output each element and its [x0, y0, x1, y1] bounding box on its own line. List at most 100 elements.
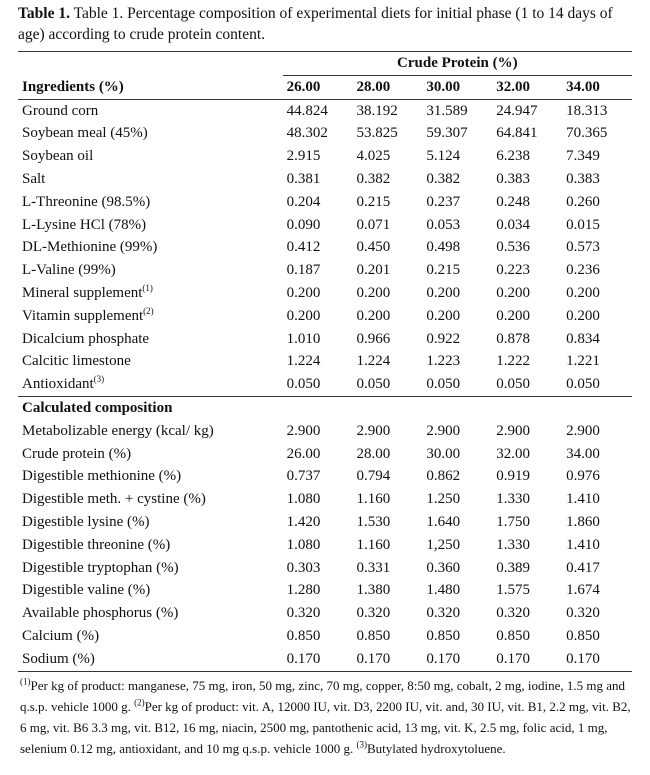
level-header: 26.00 [282, 75, 353, 100]
value-cell: 0.053 [426, 216, 461, 233]
row-name: Metabolizable energy (kcal/ kg) [22, 422, 214, 439]
value-cell: 18.313 [566, 102, 608, 119]
row-name: Digestible valine (%) [22, 582, 151, 599]
value-cell: 1.330 [496, 491, 530, 508]
row-name: Vitamin supplement [22, 307, 144, 324]
footnote-marker: (1) [142, 282, 153, 293]
value-cell: 0.050 [356, 376, 391, 393]
table-row: Mineral supplement(1) 0.200 0.200 0.200 0.20… [18, 282, 632, 305]
value-cell: 1.080 [286, 536, 321, 553]
value-cell: 1.530 [356, 513, 391, 530]
footnote-marker: (2) [143, 305, 154, 316]
ingredients-header: Ingredients (%) [18, 75, 283, 100]
value-cell: 64.841 [496, 125, 538, 142]
table-row: Antioxidant(3) 0.050 0.050 0.050 0.050 0.050 [18, 373, 632, 396]
table-row: Digestible lysine (%) 1.420 1.530 1.640 1.75… [18, 511, 632, 534]
value-cell: 0.303 [286, 559, 321, 576]
table-row: L-Lysine HCl (78%) 0.090 0.071 0.053 0.034 0.… [18, 214, 632, 237]
value-cell: 0.236 [566, 262, 600, 279]
value-cell: 0.071 [356, 216, 391, 233]
row-name: Antioxidant [22, 376, 94, 393]
value-cell: 1.160 [356, 536, 391, 553]
table-row: Ground corn 44.824 38.192 31.589 24.947 18.31… [18, 99, 632, 122]
value-cell: 0.248 [496, 193, 530, 210]
value-cell: 0.050 [286, 376, 321, 393]
value-cell: 0.382 [356, 170, 391, 187]
value-cell: 1.223 [426, 353, 461, 370]
value-cell: 2.915 [286, 148, 321, 165]
value-cell: 0.331 [356, 559, 391, 576]
table-row: Digestible threonine (%) 1.080 1.160 1,250 1… [18, 534, 632, 557]
value-cell: 6.238 [496, 148, 530, 165]
footnote-marker: (3) [356, 739, 368, 750]
table-row: Digestible tryptophan (%) 0.303 0.331 0.360… [18, 557, 632, 580]
value-cell: 0.170 [492, 647, 563, 672]
level-header: 34.00 [562, 75, 632, 100]
value-cell: 34.00 [566, 445, 600, 462]
table-row: Available phosphorus (%) 0.320 0.320 0.320 0… [18, 602, 632, 625]
value-cell: 0.200 [496, 284, 530, 301]
diet-composition-table: Crude Protein (%) Ingredients (%) 26.00 … [18, 51, 632, 672]
value-cell: 24.947 [496, 102, 538, 119]
table-row: Sodium (%) 0.170 0.170 0.170 0.170 0.170 [18, 647, 632, 672]
row-name: Calcitic limestone [22, 353, 131, 370]
row-label: Digestible meth. + cystine (%) [18, 488, 283, 511]
row-label: Digestible methionine (%) [18, 465, 283, 488]
value-cell: 0.237 [426, 193, 461, 210]
value-cell: 32.00 [496, 445, 530, 462]
footnote-marker: (1) [20, 676, 31, 687]
value-cell: 1.010 [286, 330, 321, 347]
row-name: Dicalcium phosphate [22, 330, 150, 347]
row-name: Available phosphorus (%) [22, 605, 179, 622]
value-cell: 59.307 [426, 125, 468, 142]
value-cell: 0.200 [496, 307, 530, 324]
row-label: Metabolizable energy (kcal/ kg) [18, 420, 283, 443]
value-cell: 0.320 [496, 605, 530, 622]
caption-label: Table 1. [18, 5, 70, 22]
row-label: Soybean oil [18, 145, 283, 168]
row-name: Mineral supplement [22, 284, 143, 301]
header-row: Ingredients (%) 26.00 28.00 30.00 32.00 … [18, 75, 632, 100]
value-cell: 0.170 [422, 647, 493, 672]
footnote-marker: (3) [93, 374, 105, 385]
row-name: Crude protein (%) [22, 445, 132, 462]
value-cell: 0.383 [496, 170, 530, 187]
value-cell: 0.320 [356, 605, 391, 622]
value-cell: 0.090 [286, 216, 321, 233]
value-cell: 0.215 [426, 262, 461, 279]
table-row: Digestible methionine (%) 0.737 0.794 0.862… [18, 465, 632, 488]
table-row: Calcitic limestone 1.224 1.224 1.223 1.222 1.… [18, 350, 632, 373]
value-cell: 1.224 [356, 353, 391, 370]
row-label: Mineral supplement(1) [18, 282, 283, 305]
row-label: L-Threonine (98.5%) [18, 191, 283, 214]
table-row: Digestible meth. + cystine (%) 1.080 1.160… [18, 488, 632, 511]
row-label: DL-Methionine (99%) [18, 236, 283, 259]
value-cell: 31.589 [426, 102, 468, 119]
value-cell: 0.976 [566, 468, 600, 485]
row-label: Sodium (%) [18, 647, 283, 672]
value-cell: 1.420 [286, 513, 321, 530]
row-name: L-Valine (99%) [22, 262, 116, 279]
table-figure: Table 1. Table 1. Percentage composition… [18, 0, 632, 759]
table-row: Vitamin supplement(2) 0.200 0.200 0.200 0.20… [18, 305, 632, 328]
value-cell: 0.919 [496, 468, 530, 485]
row-label: L-Valine (99%) [18, 259, 283, 282]
row-label: Calcium (%) [18, 625, 283, 648]
table-row: Salt 0.381 0.382 0.382 0.383 0.383 [18, 168, 632, 191]
row-label: Calcitic limestone [18, 350, 283, 373]
row-label: Dicalcium phosphate [18, 328, 283, 351]
value-cell: 0.223 [496, 262, 530, 279]
row-label: Crude protein (%) [18, 443, 283, 466]
value-cell: 0.200 [356, 307, 391, 324]
value-cell: 2.900 [566, 422, 600, 439]
value-cell: 0.034 [496, 216, 530, 233]
value-cell: 26.00 [286, 445, 321, 462]
row-name: Sodium (%) [22, 650, 95, 667]
table-row: Calcium (%) 0.850 0.850 0.850 0.850 0.850 [18, 625, 632, 648]
value-cell: 7.349 [566, 148, 600, 165]
value-cell: 0.200 [426, 307, 461, 324]
value-cell: 0.850 [496, 627, 530, 644]
table-row: DL-Methionine (99%) 0.412 0.450 0.498 0.536 0… [18, 236, 632, 259]
header-group-row: Crude Protein (%) [18, 51, 632, 76]
value-cell: 0.850 [286, 627, 321, 644]
